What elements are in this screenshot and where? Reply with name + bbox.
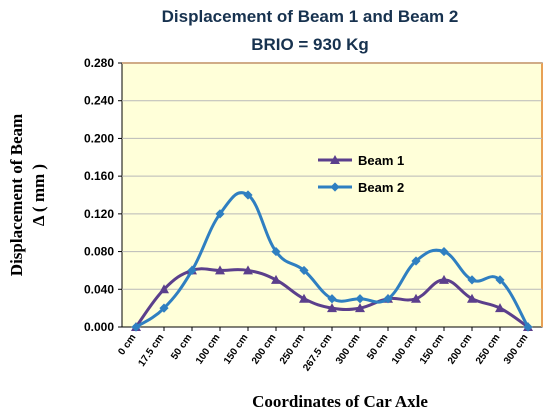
data-point [299, 265, 309, 276]
y-tick-label: 0.040 [84, 282, 114, 296]
data-point [467, 275, 477, 285]
y-tick-label: 0.240 [84, 94, 114, 108]
data-point [355, 294, 365, 304]
series-2 [131, 190, 533, 332]
data-point [411, 256, 421, 266]
data-point [355, 303, 365, 313]
y-tick-label: 0.280 [84, 56, 114, 70]
y-tick-label: 0.120 [84, 207, 114, 221]
data-point [299, 293, 309, 303]
x-tick-label: 17.5 cm [136, 332, 166, 368]
x-tick-label: 300 cm [502, 332, 531, 366]
data-point [495, 303, 505, 313]
x-tick-label: 50 cm [169, 332, 194, 362]
x-tick-label: 300 cm [334, 332, 363, 366]
y-tick-label: 0.000 [84, 320, 114, 334]
data-point [159, 303, 169, 313]
legend-label: Beam 1 [358, 153, 404, 168]
x-tick-label: 250 cm [474, 332, 503, 366]
chart-title: Displacement of Beam 1 and Beam 2 [162, 7, 459, 26]
y-axis-label-line2: Δ ( mm ) [29, 164, 48, 226]
data-point [411, 293, 421, 303]
y-tick-labels: 0.000 0.040 0.080 0.120 0.160 0.200 0.240 0.280 [84, 56, 114, 334]
data-point [383, 294, 393, 304]
plot-area [121, 62, 543, 328]
y-tick-label: 0.080 [84, 245, 114, 259]
x-tick-label: 0 cm [116, 332, 138, 357]
y-tick-label: 0.200 [84, 131, 114, 145]
data-point [439, 246, 449, 257]
data-point [327, 303, 337, 313]
x-tick-label: 50 cm [365, 332, 390, 362]
data-point [271, 274, 281, 284]
legend: Beam 1 Beam 2 [318, 153, 404, 195]
grid-lines [118, 62, 542, 331]
y-axis-label-line1: Displacement of Beam [7, 114, 26, 276]
legend-label: Beam 2 [358, 180, 404, 195]
x-tick-label: 250 cm [278, 332, 307, 366]
data-point [215, 209, 225, 219]
x-tick-label: 100 cm [194, 332, 223, 366]
data-point [243, 190, 253, 200]
x-tick-label: 200 cm [250, 332, 279, 366]
legend-marker [330, 182, 340, 192]
x-tick-label: 267.5 cm [301, 332, 334, 373]
data-point [439, 274, 449, 284]
legend-marker [330, 155, 340, 164]
data-point [159, 284, 169, 294]
x-axis-label: Coordinates of Car Axle [252, 392, 428, 411]
data-point [327, 294, 337, 304]
data-point [467, 293, 477, 303]
data-point [523, 322, 533, 332]
data-point [271, 246, 281, 257]
chart-subtitle: BRIO = 930 Kg [251, 35, 369, 54]
x-tick-label: 100 cm [390, 332, 419, 366]
data-point [215, 265, 225, 275]
data-point [131, 322, 141, 332]
x-tick-label: 150 cm [222, 332, 251, 366]
x-tick-label: 150 cm [418, 332, 447, 366]
x-tick-label: 200 cm [446, 332, 475, 366]
y-tick-label: 0.160 [84, 169, 114, 183]
data-point [243, 265, 253, 275]
data-point [495, 275, 505, 285]
data-point [187, 265, 197, 276]
series-layer [131, 190, 533, 332]
